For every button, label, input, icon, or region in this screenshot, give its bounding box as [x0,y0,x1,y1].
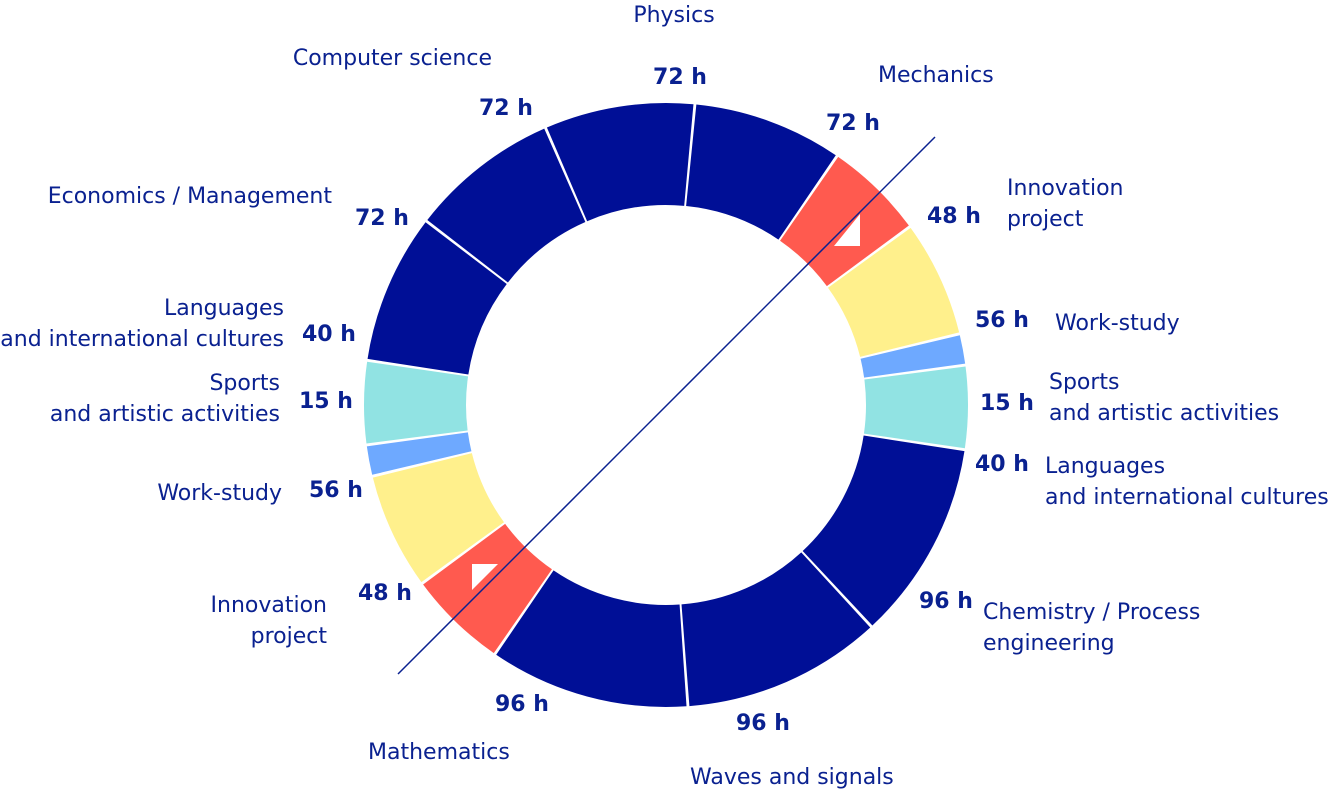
segment-label: Mathematics [368,740,510,765]
segment-languages-and-international-cultures-5 [863,366,968,449]
segment-label: Physics [633,3,715,28]
segment-innovation-project-9 [423,523,552,654]
segment-label: Mechanics [878,63,994,88]
segment-label: Sports and artistic activities [49,371,280,427]
hours-label: 72 h [653,65,707,90]
hours-label: 96 h [495,692,549,717]
hours-label: 48 h [927,204,981,229]
hours-label: 56 h [309,478,363,503]
segment-mechanics-1 [686,104,836,240]
segment-chemistry-process-engineering-6 [802,435,965,626]
innovation-notch [472,564,498,590]
segment-innovation-project-2 [780,156,909,287]
segment-work-study-10 [372,453,505,583]
hours-label: 72 h [355,206,409,231]
segment-label: Sports and artistic activities [1049,370,1280,426]
hours-label: 72 h [826,111,880,136]
segment-label: Waves and signals [690,765,894,790]
hours-label: 96 h [736,711,790,736]
segment-sports-and-artistic-activities-4 [860,335,966,378]
segment-work-study-3 [827,227,960,357]
segment-computer-science-14 [427,128,586,283]
innovation-notch [834,214,860,246]
segment-label: Innovation project [210,593,327,649]
hours-label: 56 h [975,308,1029,333]
hours-label: 96 h [919,589,973,614]
hours-label: 40 h [975,452,1029,477]
hours-label: 40 h [302,322,356,347]
segment-mathematics-8 [496,570,687,707]
segment-label: Chemistry / Process engineering [983,600,1201,656]
segment-label: Languages and international cultures [0,296,284,352]
hours-label: 72 h [479,96,533,121]
segment-label: Work-study [157,481,282,506]
segment-languages-and-international-cultures-12 [363,361,469,444]
segment-label: Work-study [1055,311,1180,336]
diagonal-divider [397,136,936,675]
segment-physics-0 [546,103,694,222]
segment-sports-and-artistic-activities-11 [366,432,472,475]
segment-label: Languages and international cultures [1045,454,1329,510]
segment-label: Economics / Management [47,184,332,209]
segment-label: Innovation project [1007,176,1124,232]
hours-label: 48 h [358,581,412,606]
hours-label: 15 h [980,391,1034,416]
segment-economics-management-13 [367,222,507,375]
segment-label: Computer science [292,46,492,71]
segment-waves-and-signals-7 [681,552,871,707]
hours-label: 15 h [299,389,353,414]
